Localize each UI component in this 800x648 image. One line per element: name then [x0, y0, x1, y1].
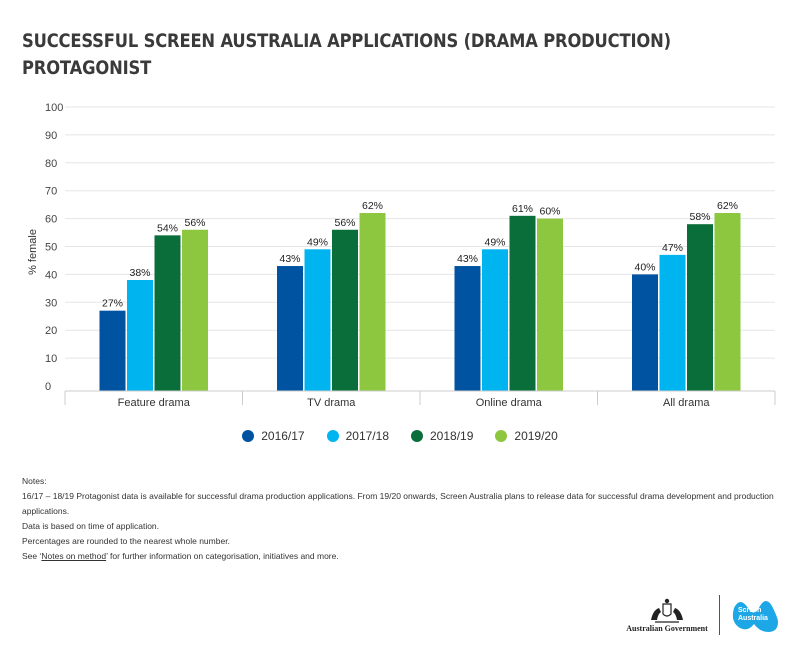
bar: [632, 274, 658, 391]
screen-australia-wave-icon: [732, 601, 778, 632]
bar-chart: 0 10 20 30 40 50 60 70 80 90 100 % female 27% 38% 54…: [27, 102, 776, 409]
data-label: 62%: [362, 200, 383, 212]
bar: [659, 254, 686, 391]
notes-heading: Notes:: [22, 476, 47, 486]
x-tick-label: Feature drama: [118, 397, 191, 409]
data-label: 62%: [717, 200, 738, 212]
data-label: 47%: [662, 242, 683, 254]
legend-label: 2018/19: [430, 429, 474, 443]
legend-item[interactable]: 2017/18: [326, 429, 389, 443]
bar: [687, 224, 713, 391]
legend: 2016/17 2017/18 2018/19 2019/20: [0, 429, 800, 443]
note-line-4: See ‘Notes on method’ for further inform…: [22, 549, 782, 564]
y-tick-label: 30: [45, 297, 57, 309]
legend-label: 2017/18: [345, 429, 389, 443]
y-tick-label: 100: [45, 102, 63, 114]
data-label: 56%: [334, 217, 355, 229]
bar: [304, 249, 331, 391]
data-label: 56%: [184, 217, 205, 229]
notes-on-method-link[interactable]: Notes on method: [41, 551, 107, 561]
bar: [332, 229, 358, 391]
data-label: 58%: [689, 211, 710, 223]
y-tick-label: 10: [45, 353, 57, 365]
data-label: 40%: [634, 261, 655, 273]
bar: [277, 266, 303, 391]
y-tick-label: 70: [45, 186, 57, 198]
y-tick-label: 50: [45, 242, 57, 254]
legend-item[interactable]: 2016/17: [242, 429, 305, 443]
legend-label: 2016/17: [261, 429, 305, 443]
bar: [359, 213, 386, 391]
data-label: 27%: [102, 298, 123, 310]
chart-title: SUCCESSFUL SCREEN AUSTRALIA APPLICATIONS…: [22, 28, 671, 82]
note-line-1: 16/17 – 18/19 Protagonist data is availa…: [22, 491, 774, 516]
x-tick-label: Online drama: [476, 397, 543, 409]
x-tick-label: All drama: [663, 397, 710, 409]
data-label: 49%: [307, 236, 328, 248]
y-tick-label: 0: [45, 381, 51, 393]
coat-of-arms-icon: [651, 598, 683, 623]
bar: [454, 266, 481, 391]
note-line-4-prefix: See ‘: [22, 551, 42, 561]
data-labels: 27% 38% 54% 56% 43% 49% 56% 62% 43% 49% 61% 60% 40% 4…: [102, 200, 738, 310]
bar: [154, 235, 181, 391]
y-tick-label: 80: [45, 158, 57, 170]
legend-label: 2019/20: [514, 429, 558, 443]
logo-divider: [719, 595, 720, 635]
australia-word: Australia: [738, 615, 768, 622]
notes: Notes: 16/17 – 18/19 Protagonist data is…: [22, 474, 782, 564]
y-tick-label: 60: [45, 214, 57, 226]
legend-swatch: [326, 430, 339, 442]
note-line-3: Percentages are rounded to the nearest w…: [22, 536, 230, 546]
y-tick-label: 90: [45, 130, 57, 142]
data-label: 38%: [129, 267, 150, 279]
bar: [714, 213, 741, 391]
screen-australia-wordmark: Screen Australia: [738, 607, 768, 623]
screen-australia-logo: Screen Australia: [730, 594, 782, 636]
note-line-2: Data is based on time of application.: [22, 521, 160, 531]
bars: [99, 213, 741, 391]
bar: [482, 249, 508, 391]
y-axis-ticks: 0 10 20 30 40 50 60 70 80 90 100: [45, 102, 63, 393]
legend-item[interactable]: 2018/19: [411, 429, 473, 443]
data-label: 43%: [457, 253, 478, 265]
y-axis-label: % female: [27, 229, 39, 275]
legend-swatch: [495, 430, 508, 442]
data-label: 43%: [279, 253, 300, 265]
legend-swatch: [411, 430, 423, 442]
bar: [509, 215, 536, 391]
bar: [127, 279, 153, 391]
bar: [99, 310, 126, 391]
data-label: 54%: [157, 222, 178, 234]
y-tick-label: 20: [45, 325, 57, 337]
screen-word: Screen: [738, 607, 762, 614]
legend-swatch: [242, 430, 255, 442]
note-line-4-suffix: ’ for further information on categorisat…: [106, 551, 339, 561]
chart-title-line1: SUCCESSFUL SCREEN AUSTRALIA APPLICATIONS…: [22, 30, 671, 52]
australian-government-label: Australian Government: [626, 623, 708, 633]
australian-government-logo: Australian Government: [625, 598, 709, 633]
bar: [182, 229, 208, 391]
x-axis: Feature drama TV drama Online drama All dra…: [64, 390, 776, 409]
chart-title-line2: PROTAGONIST: [22, 57, 152, 79]
x-tick-label: TV drama: [307, 397, 356, 409]
data-label: 49%: [484, 236, 505, 248]
legend-item[interactable]: 2019/20: [495, 429, 558, 443]
data-label: 60%: [539, 206, 560, 218]
logos: Australian Government Screen Australia: [625, 594, 782, 636]
y-tick-label: 40: [45, 269, 57, 281]
data-label: 61%: [512, 203, 533, 215]
bar: [537, 218, 563, 391]
